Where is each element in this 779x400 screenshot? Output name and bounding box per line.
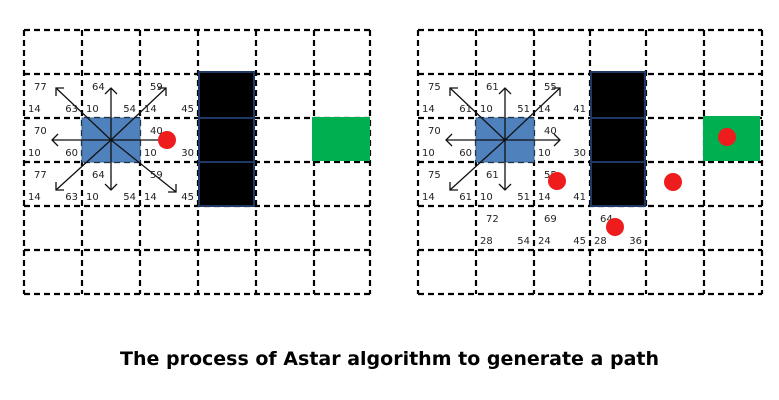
cost-g-label: 14 bbox=[28, 104, 41, 115]
cost-h-label: 63 bbox=[65, 104, 78, 115]
cost-f-label: 70 bbox=[34, 126, 47, 137]
cost-h-label: 54 bbox=[123, 192, 136, 203]
obstacle-wall bbox=[590, 71, 646, 207]
cost-h-label: 61 bbox=[459, 192, 472, 203]
cost-h-label: 63 bbox=[65, 192, 78, 203]
path-dot-icon bbox=[718, 128, 736, 146]
cost-h-label: 30 bbox=[573, 148, 586, 159]
cost-h-label: 30 bbox=[181, 148, 194, 159]
cost-f-label: 72 bbox=[486, 214, 499, 225]
cost-h-label: 54 bbox=[123, 104, 136, 115]
cost-h-label: 51 bbox=[517, 104, 530, 115]
cost-f-label: 64 bbox=[92, 82, 105, 93]
cost-g-label: 28 bbox=[480, 236, 493, 247]
cost-f-label: 64 bbox=[600, 214, 613, 225]
cost-f-label: 40 bbox=[544, 126, 557, 137]
cost-f-label: 59 bbox=[150, 82, 163, 93]
arrow-icon bbox=[51, 87, 177, 193]
cost-h-label: 45 bbox=[181, 192, 194, 203]
cost-g-label: 14 bbox=[422, 104, 435, 115]
cost-g-label: 10 bbox=[144, 148, 157, 159]
right-panel: 75 14 61 61 10 51 55 14 41 70 10 60 40 10 30 75 14 61 61 10… bbox=[416, 28, 764, 296]
path-dot-icon bbox=[158, 131, 176, 149]
cost-h-label: 54 bbox=[517, 236, 530, 247]
right-cost-labels: 75 14 61 61 10 51 55 14 41 70 10 60 40 10 30 75 14 61 61 10… bbox=[422, 82, 642, 247]
cost-f-label: 77 bbox=[34, 82, 47, 93]
cost-f-label: 55 bbox=[544, 82, 557, 93]
cost-f-label: 61 bbox=[486, 170, 499, 181]
cost-h-label: 60 bbox=[459, 148, 472, 159]
cost-f-label: 70 bbox=[428, 126, 441, 137]
cost-h-label: 41 bbox=[573, 192, 586, 203]
cost-g-label: 10 bbox=[86, 192, 99, 203]
arrow-icon bbox=[445, 87, 561, 191]
cost-g-label: 14 bbox=[144, 192, 157, 203]
cost-g-label: 10 bbox=[86, 104, 99, 115]
cost-g-label: 14 bbox=[538, 192, 551, 203]
cost-g-label: 10 bbox=[480, 192, 493, 203]
cost-h-label: 41 bbox=[573, 104, 586, 115]
cost-h-label: 61 bbox=[459, 104, 472, 115]
cost-f-label: 40 bbox=[150, 126, 163, 137]
left-panel: 77 14 63 64 10 54 59 14 45 70 10 60 40 10 30 77 14 63 64 10… bbox=[22, 28, 372, 296]
figure-caption: The process of Astar algorithm to genera… bbox=[119, 348, 659, 370]
obstacle-wall bbox=[198, 71, 255, 207]
cost-f-label: 75 bbox=[428, 82, 441, 93]
cost-h-label: 51 bbox=[517, 192, 530, 203]
cost-f-label: 69 bbox=[544, 214, 557, 225]
cost-g-label: 14 bbox=[422, 192, 435, 203]
cost-h-label: 60 bbox=[65, 148, 78, 159]
cost-f-label: 64 bbox=[92, 170, 105, 181]
cost-h-label: 36 bbox=[629, 236, 642, 247]
cost-g-label: 14 bbox=[538, 104, 551, 115]
cost-g-label: 10 bbox=[480, 104, 493, 115]
cost-g-label: 28 bbox=[594, 236, 607, 247]
cost-h-label: 45 bbox=[181, 104, 194, 115]
path-dot-icon bbox=[664, 173, 682, 191]
cost-f-label: 61 bbox=[486, 82, 499, 93]
cost-g-label: 24 bbox=[538, 236, 551, 247]
cost-g-label: 10 bbox=[538, 148, 551, 159]
cost-h-label: 45 bbox=[573, 236, 586, 247]
path-dot-icon bbox=[606, 218, 624, 236]
cost-f-label: 59 bbox=[150, 170, 163, 181]
cost-f-label: 75 bbox=[428, 170, 441, 181]
left-cost-labels: 77 14 63 64 10 54 59 14 45 70 10 60 40 10 30 77 14 63 64 10… bbox=[28, 82, 194, 203]
cost-g-label: 10 bbox=[422, 148, 435, 159]
goal-cell bbox=[312, 117, 370, 161]
cost-g-label: 14 bbox=[28, 192, 41, 203]
cost-g-label: 10 bbox=[28, 148, 41, 159]
left-grid bbox=[22, 28, 372, 296]
cost-g-label: 14 bbox=[144, 104, 157, 115]
path-dot-icon bbox=[548, 172, 566, 190]
cost-f-label: 77 bbox=[34, 170, 47, 181]
